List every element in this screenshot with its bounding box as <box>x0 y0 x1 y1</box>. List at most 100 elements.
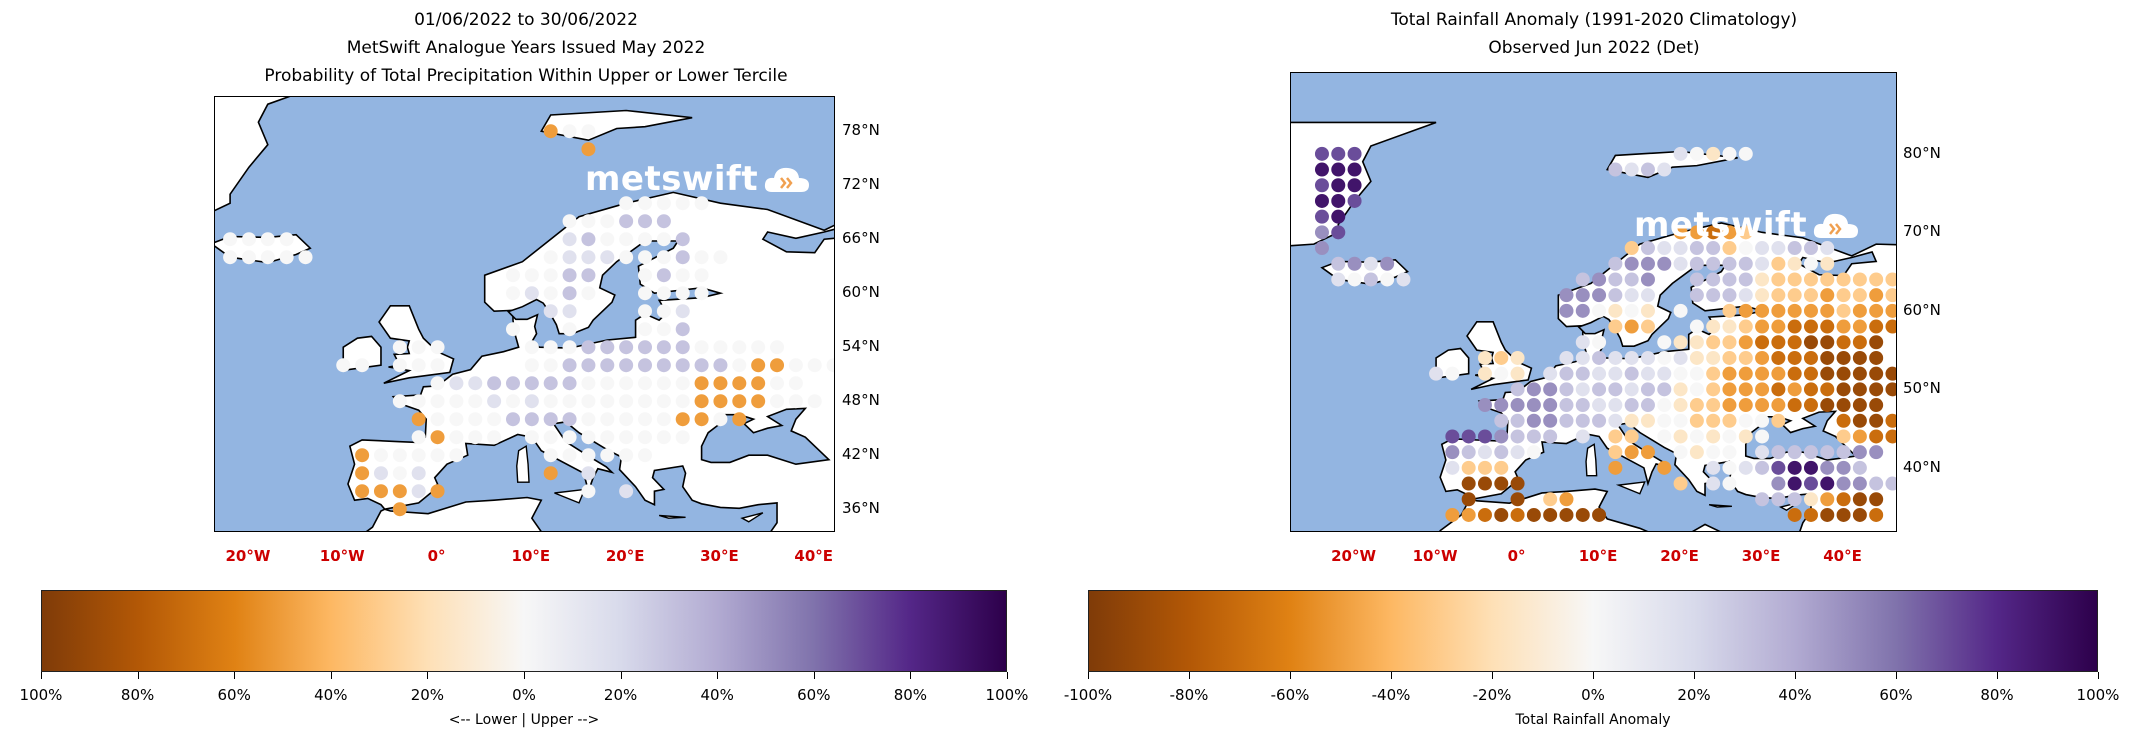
grid-point <box>543 358 558 373</box>
grid-point <box>1608 366 1623 381</box>
right-title-line-2: Observed Jun 2022 (Det) <box>1488 38 1700 58</box>
grid-point <box>1738 303 1753 318</box>
grid-point <box>524 394 539 409</box>
grid-point <box>1592 366 1607 381</box>
grid-point <box>1852 288 1867 303</box>
grid-point <box>600 412 615 427</box>
grid-point <box>807 394 822 409</box>
grid-point <box>619 448 634 463</box>
grid-point <box>1836 382 1851 397</box>
grid-point <box>1755 335 1770 350</box>
colorbar-tick <box>1694 672 1695 679</box>
grid-point <box>656 340 671 355</box>
island <box>516 445 530 483</box>
grid-point <box>1429 366 1444 381</box>
grid-point <box>1852 507 1867 522</box>
colorbar-tick <box>1391 672 1392 679</box>
longitude-label: 20°W <box>1331 547 1377 565</box>
latitude-label: 80°N <box>1903 143 1941 162</box>
grid-point <box>1575 382 1590 397</box>
grid-point <box>713 412 728 427</box>
grid-point <box>1657 256 1672 271</box>
grid-point <box>1510 445 1525 460</box>
right-colorbar-label: Total Rainfall Anomaly <box>1515 712 1671 728</box>
grid-point <box>1477 476 1492 491</box>
grid-point <box>1852 303 1867 318</box>
grid-point <box>543 124 558 139</box>
grid-point <box>1592 398 1607 413</box>
grid-point <box>600 358 615 373</box>
grid-point <box>543 304 558 319</box>
colorbar-tick <box>1189 672 1190 679</box>
grid-point <box>1836 398 1851 413</box>
grid-point <box>619 358 634 373</box>
grid-point <box>1869 413 1884 428</box>
grid-point <box>581 394 596 409</box>
grid-point <box>487 376 502 391</box>
grid-point <box>1673 303 1688 318</box>
grid-point <box>638 250 653 265</box>
grid-point <box>1803 476 1818 491</box>
grid-point <box>1836 319 1851 334</box>
grid-point <box>581 124 596 139</box>
grid-point <box>1869 476 1884 491</box>
grid-point <box>1820 366 1835 381</box>
grid-point <box>562 376 577 391</box>
grid-point <box>1885 382 1896 397</box>
colorbar-tick <box>524 672 525 679</box>
grid-point <box>1755 413 1770 428</box>
right-map-svg <box>1291 73 1896 531</box>
grid-point <box>392 466 407 481</box>
grid-point <box>1477 429 1492 444</box>
grid-point <box>1852 350 1867 365</box>
grid-point <box>1803 241 1818 256</box>
grid-point <box>1787 319 1802 334</box>
grid-point <box>1608 303 1623 318</box>
grid-point <box>1836 460 1851 475</box>
grid-point <box>373 466 388 481</box>
grid-point <box>562 340 577 355</box>
grid-point <box>1543 382 1558 397</box>
grid-point <box>619 484 634 499</box>
grid-point <box>1592 382 1607 397</box>
grid-point <box>656 322 671 337</box>
longitude-label: 20°W <box>225 547 271 565</box>
grid-point <box>1722 241 1737 256</box>
grid-point <box>1836 429 1851 444</box>
grid-point <box>1477 445 1492 460</box>
grid-point <box>260 232 275 247</box>
grid-point <box>1673 445 1688 460</box>
grid-point <box>1852 445 1867 460</box>
grid-point <box>1559 413 1574 428</box>
grid-point <box>1771 272 1786 287</box>
grid-point <box>656 250 671 265</box>
grid-point <box>1706 413 1721 428</box>
grid-point <box>1803 492 1818 507</box>
grid-point <box>1314 162 1329 177</box>
grid-point <box>1787 288 1802 303</box>
colorbar-tick-label: 100% <box>985 686 1029 704</box>
cloud-forward-icon <box>1813 213 1859 238</box>
grid-point <box>1738 398 1753 413</box>
colorbar-tick-label: -100% <box>1063 686 1113 704</box>
grid-point <box>675 232 690 247</box>
grid-point <box>581 358 596 373</box>
grid-point <box>1689 272 1704 287</box>
grid-point <box>1787 366 1802 381</box>
grid-point <box>1657 460 1672 475</box>
grid-point <box>1852 492 1867 507</box>
grid-point <box>1331 272 1346 287</box>
grid-point <box>581 250 596 265</box>
left-title-line-2: MetSwift Analogue Years Issued May 2022 <box>346 38 706 58</box>
grid-point <box>1706 429 1721 444</box>
grid-point <box>619 196 634 211</box>
grid-point <box>1494 476 1509 491</box>
grid-point <box>1494 413 1509 428</box>
grid-point <box>392 340 407 355</box>
grid-point <box>1787 272 1802 287</box>
grid-point <box>600 232 615 247</box>
grid-point <box>600 340 615 355</box>
grid-point <box>562 124 577 139</box>
grid-point <box>1543 492 1558 507</box>
grid-point <box>1689 398 1704 413</box>
